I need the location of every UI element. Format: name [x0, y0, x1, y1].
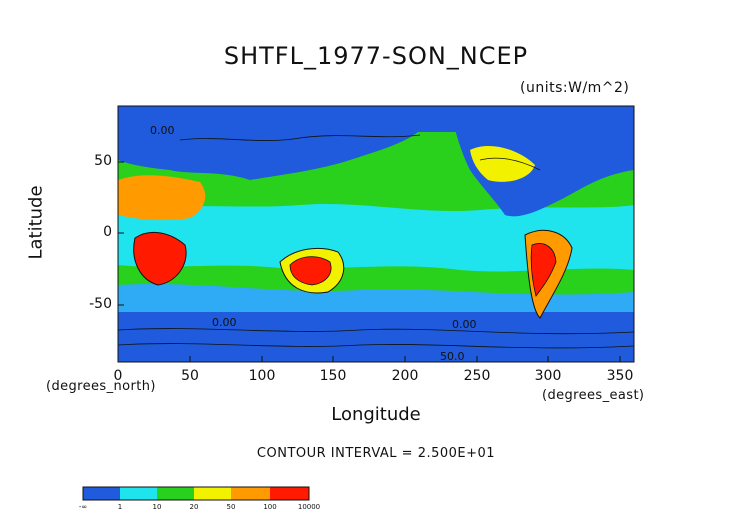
- map-plot-area: [118, 106, 634, 362]
- southern-ocean-band: [118, 283, 634, 318]
- contour-label: 50.0: [440, 350, 465, 363]
- map-title: SHTFL_1977-SON_NCEP: [223, 42, 529, 70]
- units-label: (units:W/m^2): [520, 80, 630, 96]
- x-unit-label: (degrees_east): [542, 388, 645, 403]
- colorbar-label: 10: [152, 503, 162, 511]
- x-tick-label: 250: [463, 368, 491, 384]
- y-tick-label: 0: [103, 224, 112, 240]
- x-tick-label: 150: [319, 368, 347, 384]
- southern-africa-region: [133, 231, 187, 286]
- colorbar-label: 100: [263, 503, 277, 511]
- colorbar-label: 50: [226, 503, 236, 511]
- south-america-core-region: [530, 243, 557, 297]
- eurasia-landmass: [118, 118, 430, 180]
- colorbar-segment: [120, 487, 157, 500]
- colorbar-segment: [157, 487, 194, 500]
- tropical-ocean-region: [118, 203, 634, 272]
- colorbar: [82, 486, 310, 501]
- colorbar-label: -∞: [78, 503, 88, 511]
- contour-label: 0.00: [452, 318, 477, 331]
- x-tick-label: 100: [248, 368, 276, 384]
- contour-label: 0.00: [150, 124, 175, 137]
- colorbar-segment: [231, 487, 270, 500]
- x-tick-label: 0: [113, 368, 123, 384]
- x-tick-label: 200: [391, 368, 419, 384]
- colorbar-segment: [194, 487, 231, 500]
- y-unit-label: (degrees_north): [46, 379, 156, 394]
- y-tick-label: 50: [94, 153, 112, 169]
- contour-label: 0.00: [212, 316, 237, 329]
- y-tick-label: -50: [89, 296, 112, 312]
- north-america-landmass: [450, 110, 634, 217]
- colorbar-label: 20: [189, 503, 199, 511]
- map-frame: [117, 105, 635, 363]
- colorbar-label: 1: [117, 503, 123, 511]
- colorbar-segment: [270, 487, 309, 500]
- x-tick-label: 350: [606, 368, 634, 384]
- x-tick-label: 50: [181, 368, 199, 384]
- colorbar-label: 10000: [297, 503, 321, 511]
- x-axis-label: Longitude: [331, 404, 421, 425]
- colorbar-segment: [83, 487, 120, 500]
- x-tick-label: 300: [534, 368, 562, 384]
- antarctica-region: [118, 312, 634, 362]
- contour-interval-label: CONTOUR INTERVAL = 2.500E+01: [256, 446, 496, 461]
- australia-core-region: [289, 256, 332, 286]
- north-america-interior-region: [470, 145, 535, 182]
- sahara-region: [118, 175, 206, 221]
- contour-lines: [118, 134, 634, 349]
- axis-ticks: [117, 161, 621, 362]
- y-axis-label: Latitude: [25, 185, 47, 260]
